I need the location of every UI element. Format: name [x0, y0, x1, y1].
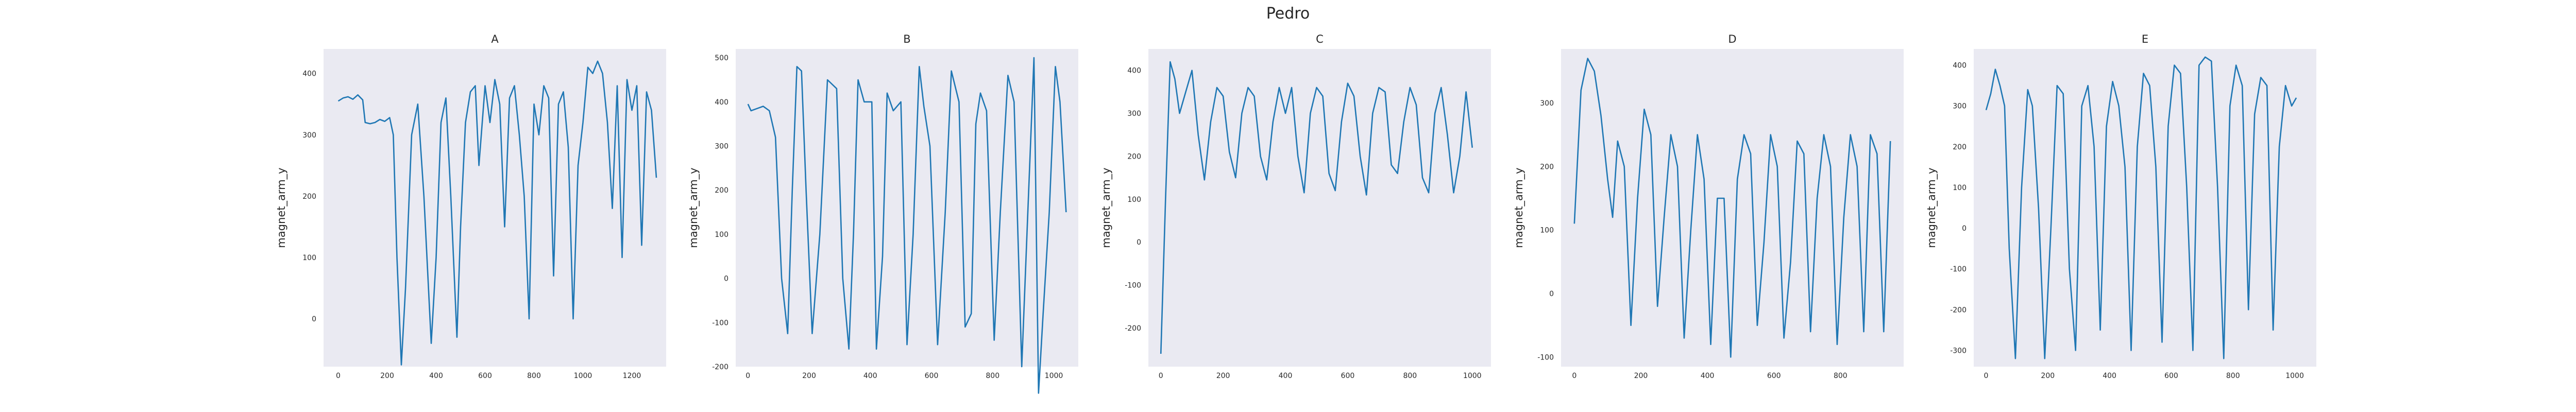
chart-2-xtick-label: 400	[863, 372, 877, 380]
figure-title: Pedro	[1266, 5, 1310, 23]
chart-5-series-line	[1985, 56, 2297, 359]
chart-5-ytick-label: 200	[1953, 143, 1967, 151]
chart-3-ytick-label: 300	[1127, 110, 1141, 118]
chart-3-xtick-label: 400	[1279, 372, 1293, 380]
chart-5-ytick-label: 0	[1962, 225, 1967, 233]
chart-1-xtick-label: 0	[336, 372, 341, 380]
chart-3-series-line	[1160, 61, 1473, 354]
chart-4-ytick-label: 300	[1540, 99, 1554, 108]
chart-5-ytick-label: 300	[1953, 102, 1967, 111]
chart-3-xtick-label: 200	[1216, 372, 1230, 380]
chart-5-ylabel: magnet_arm_y	[1925, 167, 1938, 248]
chart-4-ylabel: magnet_arm_y	[1513, 167, 1526, 248]
chart-2-xtick-label: 0	[745, 372, 750, 380]
chart-1-xtick-label: 400	[429, 372, 443, 380]
chart-1-title: A	[491, 33, 499, 45]
chart-1-xtick-label: 200	[380, 372, 394, 380]
chart-2-xtick-label: 800	[986, 372, 999, 380]
chart-1-ytick-label: 200	[302, 193, 316, 201]
chart-3-ytick-label: -100	[1125, 282, 1141, 290]
chart-3-ytick-label: -200	[1125, 324, 1141, 333]
chart-5-ytick-label: 400	[1953, 62, 1967, 70]
chart-5-xtick-label: 200	[2041, 372, 2055, 380]
chart-4-xtick-label: 400	[1701, 372, 1715, 380]
chart-5-title: E	[2142, 33, 2148, 45]
chart-4-xtick-label: 200	[1634, 372, 1648, 380]
chart-5-xtick-label: 800	[2226, 372, 2240, 380]
chart-5-ytick-label: 100	[1953, 184, 1967, 192]
chart-3-title: C	[1316, 33, 1324, 45]
chart-3-plot-area	[1148, 49, 1491, 367]
chart-3-ytick-label: 0	[1137, 238, 1141, 247]
chart-2-ytick-label: 100	[715, 231, 728, 239]
chart-2-ylabel: magnet_arm_y	[687, 167, 700, 248]
chart-2-ytick-label: 300	[715, 143, 728, 151]
chart-4-ytick-label: 100	[1540, 227, 1554, 235]
chart-1-ytick-label: 0	[312, 315, 316, 323]
chart-3-ytick-label: 400	[1127, 67, 1141, 75]
chart-1-xtick-label: 600	[478, 372, 492, 380]
chart-1-xtick-label: 800	[527, 372, 541, 380]
chart-3-xtick-label: 800	[1403, 372, 1417, 380]
chart-1-ytick-label: 100	[302, 254, 316, 262]
chart-4-ytick-label: 200	[1540, 163, 1554, 171]
chart-5-ytick-label: -200	[1950, 306, 1967, 314]
chart-1-series-line	[337, 60, 657, 366]
chart-1-plot-area	[324, 49, 666, 367]
chart-5-ytick-label: -100	[1950, 265, 1967, 273]
chart-3-ytick-label: 100	[1127, 196, 1141, 204]
chart-2-ytick-label: -200	[712, 363, 728, 371]
chart-5-xtick-label: 400	[2103, 372, 2116, 380]
chart-2-ytick-label: 0	[724, 275, 728, 283]
chart-2-ytick-label: 400	[715, 98, 728, 107]
chart-1-xtick-label: 1200	[623, 372, 641, 380]
chart-3-xtick-label: 0	[1159, 372, 1163, 380]
chart-5-xtick-label: 1000	[2285, 372, 2304, 380]
chart-1-xtick-label: 1000	[574, 372, 592, 380]
chart-2-xtick-label: 1000	[1045, 372, 1063, 380]
chart-3-ylabel: magnet_arm_y	[1100, 167, 1113, 248]
chart-4-ytick-label: -100	[1537, 353, 1554, 362]
chart-2-ytick-label: 500	[715, 54, 728, 62]
chart-4-title: D	[1728, 33, 1736, 45]
chart-5-xtick-label: 600	[2164, 372, 2178, 380]
chart-4-xtick-label: 600	[1767, 372, 1781, 380]
chart-2-xtick-label: 200	[802, 372, 816, 380]
chart-5-plot-area	[1974, 49, 2316, 367]
chart-1-ytick-label: 300	[302, 131, 316, 140]
chart-4-series-line	[1573, 58, 1891, 358]
chart-3-ytick-label: 200	[1127, 152, 1141, 161]
chart-5-ytick-label: -300	[1950, 347, 1967, 355]
chart-1-ylabel: magnet_arm_y	[275, 167, 288, 248]
chart-1-ytick-label: 400	[302, 70, 316, 78]
chart-2-series-line	[747, 57, 1067, 394]
chart-3-xtick-label: 600	[1341, 372, 1355, 380]
chart-2-ytick-label: 200	[715, 186, 728, 195]
chart-2-xtick-label: 600	[925, 372, 939, 380]
chart-2-ytick-label: -100	[712, 319, 728, 327]
chart-4-xtick-label: 0	[1572, 372, 1577, 380]
chart-5-xtick-label: 0	[1984, 372, 1989, 380]
chart-4-xtick-label: 800	[1834, 372, 1848, 380]
chart-2-title: B	[903, 33, 910, 45]
chart-2-plot-area	[736, 49, 1078, 367]
chart-3-xtick-label: 1000	[1463, 372, 1482, 380]
chart-4-ytick-label: 0	[1549, 290, 1554, 298]
